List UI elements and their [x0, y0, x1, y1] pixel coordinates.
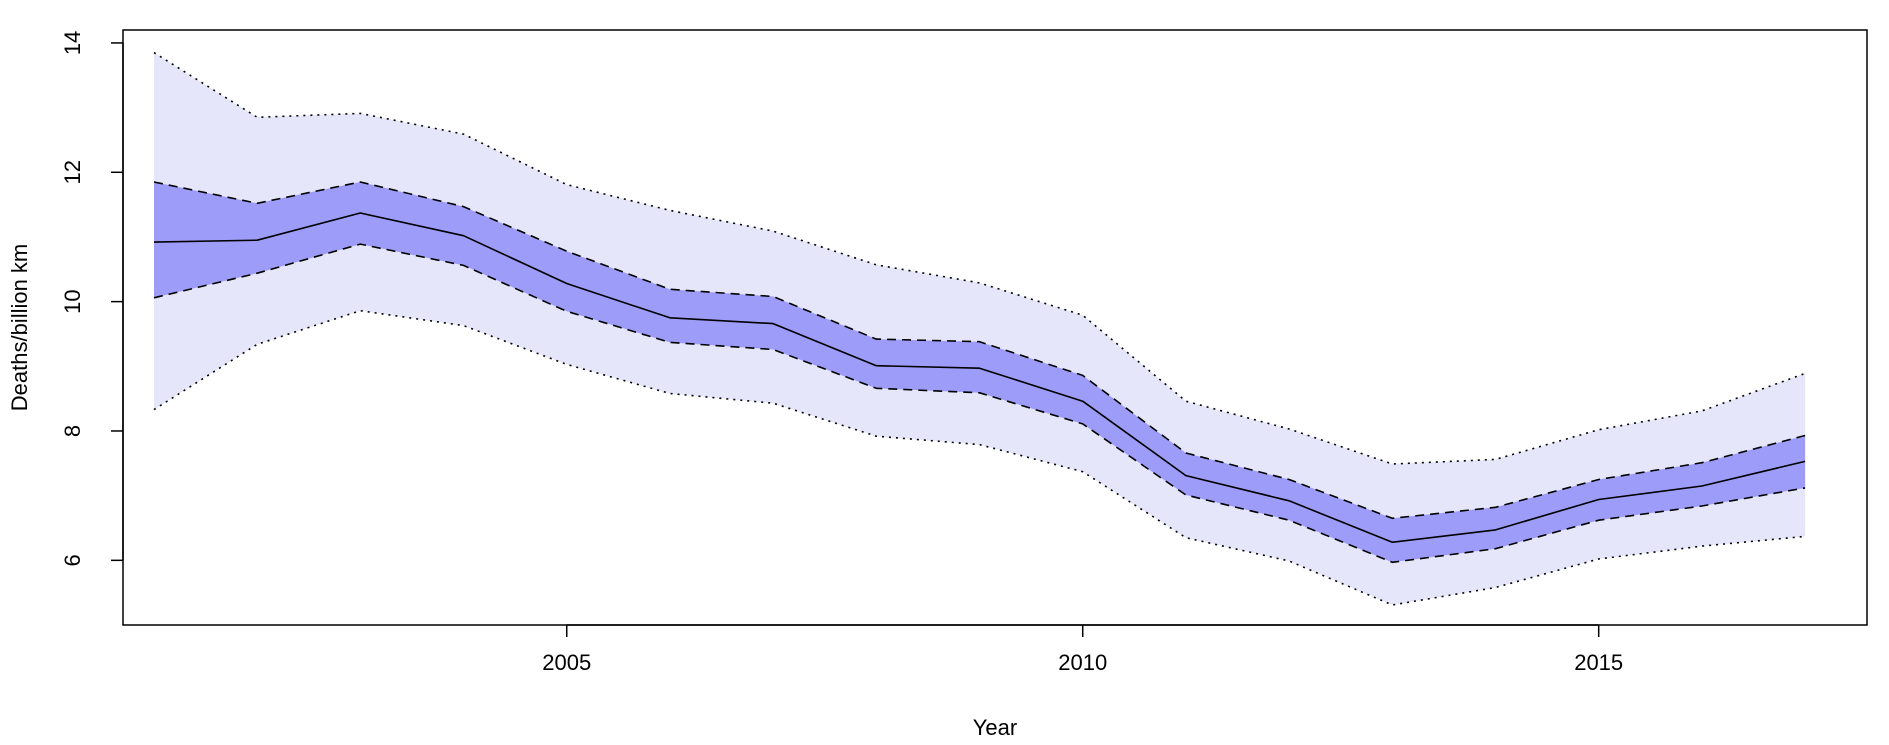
series-lines	[153, 51, 1806, 606]
y-axis-title: Deaths/billion km	[7, 244, 32, 412]
x-axis: 2005 2010 2015	[542, 624, 1623, 675]
x-tick-label: 2005	[542, 650, 591, 675]
inner-interval-band	[154, 182, 1806, 563]
y-tick-label: 12	[60, 160, 85, 184]
inner-lower-line	[153, 243, 1806, 564]
y-tick-label: 10	[60, 289, 85, 313]
y-axis: 6 8 10 12 14	[60, 31, 124, 566]
x-tick-label: 2010	[1058, 650, 1107, 675]
y-tick-label: 6	[60, 554, 85, 566]
x-tick-label: 2015	[1574, 650, 1623, 675]
outer-interval-band	[154, 52, 1806, 606]
x-axis-title: Year	[973, 715, 1017, 740]
estimate-line	[153, 212, 1806, 544]
inner-upper-line	[153, 181, 1806, 520]
y-tick-label: 14	[60, 31, 85, 55]
y-tick-label: 8	[60, 425, 85, 437]
interval-bands	[154, 52, 1806, 606]
outer-upper-line	[153, 51, 1806, 465]
